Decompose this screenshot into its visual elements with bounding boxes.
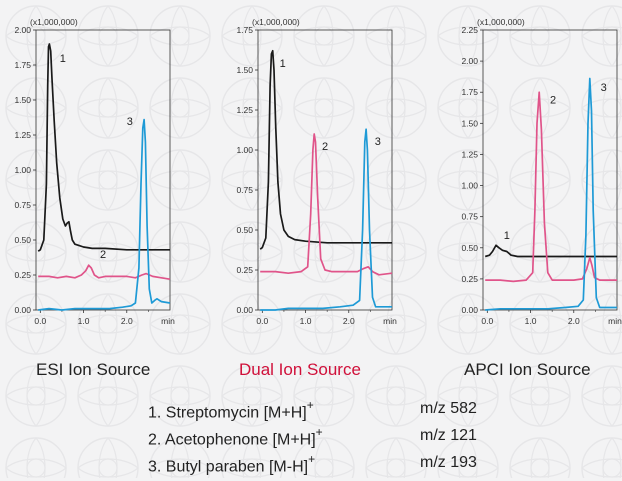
x-unit-label: min xyxy=(161,316,175,326)
y-tick-label: 0.50 xyxy=(14,235,31,245)
chart-dual: (x1,000,000) 0.00 0.25 0.50 0.75 1.00 1.25 1.50… xyxy=(236,17,397,326)
series-line-3 xyxy=(260,128,392,311)
y-tick-label: 1.50 xyxy=(236,65,253,75)
chart-esi: (x1,000,000) 0.00 0.25 0.50 0.75 1.00 1.25 1.50… xyxy=(14,17,175,326)
peak-label-1: 1 xyxy=(60,53,66,65)
x-tick-label: 2.0 xyxy=(343,316,355,326)
y-tick-label: 1.75 xyxy=(236,25,253,35)
y-tick-label: 0.25 xyxy=(461,274,478,284)
y-tick-label: 1.00 xyxy=(236,145,253,155)
caption-esi: ESI Ion Source xyxy=(36,360,151,379)
series-line-1 xyxy=(484,244,617,258)
y-tick-label: 0.75 xyxy=(236,185,253,195)
y-tick-label: 1.75 xyxy=(14,60,31,70)
y-tick-label: 0.00 xyxy=(461,305,478,315)
series-line-1 xyxy=(37,43,170,252)
peak-label-1: 1 xyxy=(504,230,510,242)
peak-label-2: 2 xyxy=(550,94,556,106)
y-tick-label: 1.00 xyxy=(14,165,31,175)
legend-mz: m/z 193 xyxy=(420,454,477,471)
series-line-3 xyxy=(38,118,171,311)
caption-apci: APCI Ion Source xyxy=(464,360,591,379)
peak-label-1: 1 xyxy=(280,58,286,70)
x-tick-label: 0.0 xyxy=(481,316,493,326)
series-line-1 xyxy=(259,49,392,250)
y-tick-label: 2.00 xyxy=(14,25,31,35)
y-tick-label: 0.00 xyxy=(236,305,253,315)
y-tick-label: 2.25 xyxy=(461,25,478,35)
peak-label-3: 3 xyxy=(127,116,133,128)
y-tick-label: 1.50 xyxy=(461,118,478,128)
y-tick-label: 0.75 xyxy=(14,200,31,210)
x-tick-label: 1.0 xyxy=(78,316,90,326)
x-tick-label: 0.0 xyxy=(34,316,46,326)
x-tick-label: 2.0 xyxy=(121,316,133,326)
legend-mz: m/z 582 xyxy=(420,400,477,417)
scale-label: (x1,000,000) xyxy=(252,17,300,27)
y-tick-label: 1.25 xyxy=(461,149,478,159)
x-tick-label: 1.0 xyxy=(525,316,537,326)
x-tick-label: 2.0 xyxy=(568,316,580,326)
y-tick-label: 0.25 xyxy=(236,265,253,275)
y-tick-label: 0.50 xyxy=(461,243,478,253)
legend-compound: 1. Streptomycin [M+H]+ xyxy=(148,398,314,422)
chart-apci: (x1,000,000) 0.00 0.25 0.50 0.75 1.00 1.25 1.50… xyxy=(461,17,622,326)
y-tick-label: 1.00 xyxy=(461,181,478,191)
series-line-2 xyxy=(485,91,617,283)
y-tick-label: 0.50 xyxy=(236,225,253,235)
y-tick-label: 1.25 xyxy=(236,105,253,115)
y-tick-label: 1.75 xyxy=(461,87,478,97)
y-tick-label: 0.25 xyxy=(14,270,31,280)
plot-frame xyxy=(35,29,171,311)
legend-compound: 2. Acetophenone [M+H]+ xyxy=(148,425,323,449)
legend-compound: 3. Butyl paraben [M-H]+ xyxy=(148,452,316,476)
y-tick-label: 1.25 xyxy=(14,130,31,140)
legend-mz: m/z 121 xyxy=(420,427,477,444)
scale-label: (x1,000,000) xyxy=(30,17,78,27)
scale-label: (x1,000,000) xyxy=(477,17,525,27)
x-unit-label: min xyxy=(383,316,397,326)
caption-dual: Dual Ion Source xyxy=(239,360,361,379)
y-tick-label: 0.00 xyxy=(14,305,31,315)
y-tick-label: 2.00 xyxy=(461,56,478,66)
x-tick-label: 1.0 xyxy=(300,316,312,326)
x-unit-label: min xyxy=(608,316,622,326)
series-line-2 xyxy=(260,133,393,276)
peak-label-3: 3 xyxy=(601,82,607,94)
series-line-3 xyxy=(485,77,617,311)
peak-label-3: 3 xyxy=(375,136,381,148)
plot-frame xyxy=(257,29,393,311)
y-tick-label: 1.50 xyxy=(14,95,31,105)
x-tick-label: 0.0 xyxy=(256,316,268,326)
peak-label-2: 2 xyxy=(322,141,328,153)
series-line-2 xyxy=(38,264,171,281)
peak-label-2: 2 xyxy=(100,249,106,261)
plot-frame xyxy=(482,29,618,311)
y-tick-label: 0.75 xyxy=(461,212,478,222)
